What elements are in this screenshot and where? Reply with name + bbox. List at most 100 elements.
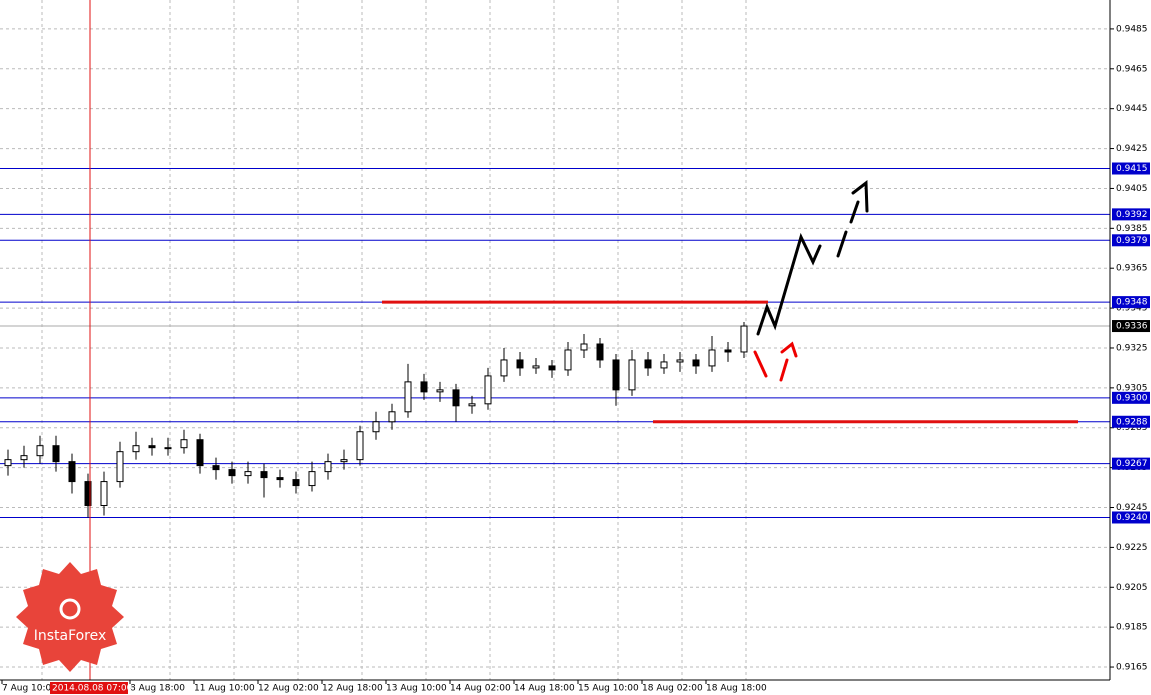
current-price-label: 0.9336: [1116, 322, 1148, 332]
level-tag: [1112, 296, 1150, 309]
candle-body: [388, 411, 396, 423]
candle-body: [596, 343, 604, 361]
black-arrow-dash: [836, 230, 848, 258]
logo-icon: [59, 598, 81, 620]
candle-body: [740, 325, 748, 353]
candle-body: [228, 469, 236, 477]
candle-body: [564, 349, 572, 371]
logo-text: InstaForex: [34, 628, 107, 644]
candle-body: [36, 445, 44, 457]
level-label: 0.9267: [1116, 459, 1148, 469]
y-tick-label: 0.9485: [1116, 24, 1148, 34]
level-tag: [1112, 391, 1150, 404]
candle-body: [452, 389, 460, 407]
level-tag: [1112, 208, 1150, 221]
candle-body: [468, 403, 476, 407]
level-label: 0.9300: [1116, 393, 1148, 403]
y-tick-label: 0.9185: [1116, 623, 1148, 633]
candle-body: [308, 471, 316, 487]
candle-body: [484, 375, 492, 405]
candle-body: [116, 451, 124, 483]
candle-body: [724, 349, 732, 353]
candle-body: [708, 349, 716, 367]
x-tick-label: 12 Aug 02:00: [258, 684, 319, 694]
cursor-label: 2014.08.08 07:00: [52, 684, 133, 694]
candle-body: [52, 445, 60, 463]
black-arrow: [756, 232, 822, 336]
candle-body: [212, 465, 220, 471]
candle-body: [612, 359, 620, 391]
black-arrow-dash: [849, 200, 860, 224]
y-tick-label: 0.9385: [1116, 224, 1148, 234]
candle-body: [532, 365, 540, 369]
candle-body: [548, 365, 556, 371]
level-tag: [1112, 415, 1150, 428]
y-tick-label: 0.9405: [1116, 184, 1148, 194]
x-tick-label: 14 Aug 02:00: [450, 684, 511, 694]
candle-body: [132, 445, 140, 453]
candle-body: [404, 381, 412, 413]
candle-body: [68, 461, 76, 483]
y-tick-label: 0.9425: [1116, 144, 1148, 154]
y-tick-label: 0.9245: [1116, 503, 1148, 513]
candle-body: [4, 459, 12, 467]
candle-body: [676, 359, 684, 363]
candle-body: [356, 431, 364, 461]
black-arrow-head: [851, 180, 869, 213]
candle-body: [692, 359, 700, 367]
candle-body: [148, 445, 156, 449]
x-tick-label: 7 Aug 10:00: [2, 684, 57, 694]
x-tick-label: 12 Aug 18:00: [322, 684, 383, 694]
x-tick-label: 15 Aug 10:00: [578, 684, 639, 694]
x-tick-label: 11 Aug 10:00: [194, 684, 255, 694]
level-label: 0.9379: [1116, 236, 1148, 246]
candle-body: [436, 389, 444, 393]
y-tick-label: 0.9445: [1116, 104, 1148, 114]
candle-body: [660, 361, 668, 369]
x-tick-label: 8 Aug 18:00: [130, 684, 185, 694]
candle-body: [100, 481, 108, 507]
candle-body: [644, 359, 652, 369]
y-tick-label: 0.9305: [1116, 383, 1148, 393]
x-tick-label: 13 Aug 10:00: [386, 684, 447, 694]
current-price-tag: [1112, 320, 1150, 333]
y-tick-label: 0.9345: [1116, 304, 1148, 314]
candle-body: [340, 459, 348, 463]
forecast-arrows: [753, 180, 869, 382]
x-tick-label: 18 Aug 02:00: [642, 684, 703, 694]
candle-body: [292, 479, 300, 487]
level-tag: [1112, 234, 1150, 247]
level-label: 0.9415: [1116, 164, 1148, 174]
candle-body: [420, 381, 428, 393]
y-tick-label: 0.9285: [1116, 423, 1148, 433]
candle-body: [500, 359, 508, 377]
x-tick-label: 18 Aug 18:00: [706, 684, 767, 694]
level-label: 0.9392: [1116, 210, 1148, 220]
candle-body: [164, 447, 172, 450]
red-arrow: [779, 358, 789, 382]
level-label: 0.9240: [1116, 513, 1148, 523]
candle-body: [372, 421, 380, 433]
y-tick-label: 0.9325: [1116, 343, 1148, 353]
candle-body: [628, 359, 636, 391]
red-arrow-head: [780, 341, 798, 358]
candle-body: [276, 477, 284, 481]
level-label: 0.9348: [1116, 298, 1148, 308]
red-arrow: [753, 350, 768, 378]
level-tag: [1112, 511, 1150, 524]
level-tag: [1112, 457, 1150, 470]
y-tick-label: 0.9465: [1116, 64, 1148, 74]
candle-body: [84, 481, 92, 507]
cursor-tag: [50, 682, 128, 694]
candle-body: [180, 439, 188, 449]
y-tick-label: 0.9225: [1116, 543, 1148, 553]
level-label: 0.9288: [1116, 417, 1148, 427]
candle-body: [324, 461, 332, 473]
candle-body: [196, 439, 204, 467]
candle-body: [20, 455, 28, 461]
candle-body: [516, 359, 524, 369]
candle-body: [244, 471, 252, 477]
level-tag: [1112, 162, 1150, 175]
